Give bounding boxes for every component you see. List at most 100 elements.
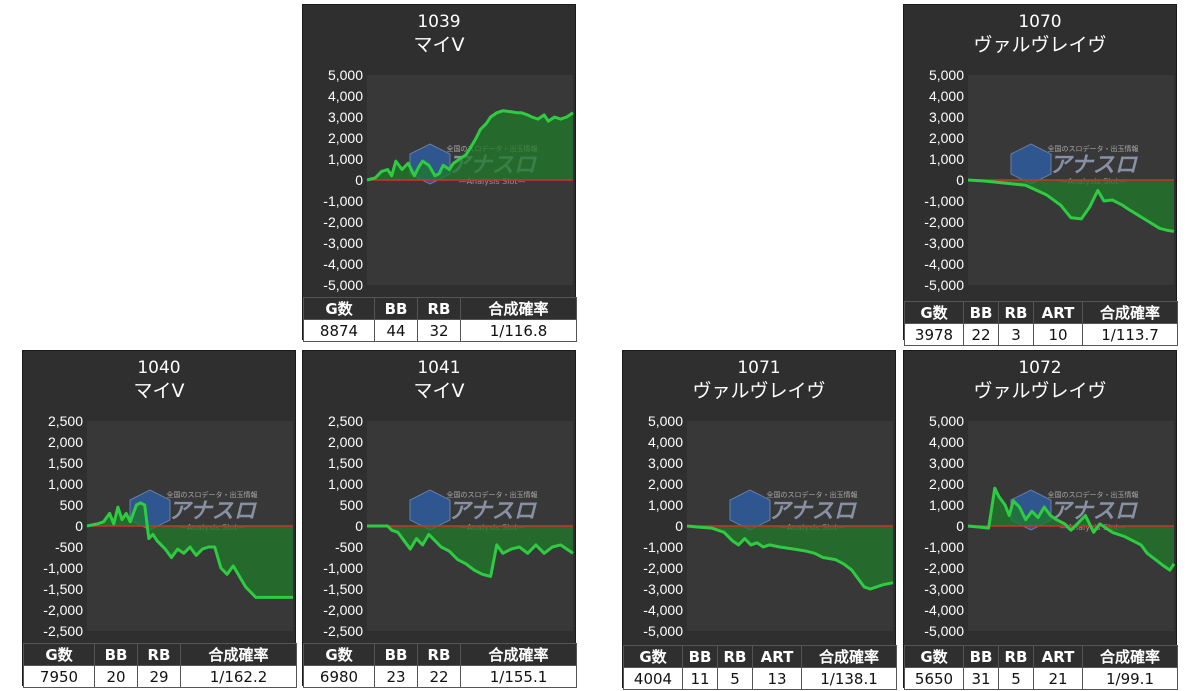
header-games: G数 [623,645,683,668]
y-tick-label: 0 [675,518,683,534]
watermark-text: アナスロ [768,499,858,524]
stats-table: G数 BB RB 合成確率 8874 44 32 1/116.8 [303,297,577,342]
stats-table: G数 BB RB ART 合成確率 3978 22 3 10 1/113.7 [904,301,1178,346]
y-tick-label: -2,000 [643,560,683,576]
value-games: 3978 [904,323,964,346]
y-tick-label: -4,000 [924,602,964,618]
value-bb: 22 [963,323,999,346]
y-tick-label: 5,000 [648,413,683,429]
header-bb: BB [374,297,418,320]
y-tick-label: -3,000 [924,581,964,597]
value-art: 10 [1033,323,1083,346]
value-rb: 3 [998,323,1034,346]
y-tick-label: 3,000 [648,455,683,471]
header-probability: 合成確率 [801,645,897,668]
value-games: 8874 [303,319,375,342]
value-games: 7950 [23,665,95,688]
y-tick-label: 5,000 [929,67,964,83]
machine-name: ヴァルヴレイヴ [973,380,1107,402]
header-games: G数 [23,643,95,666]
value-games: 6980 [303,665,375,688]
value-probability: 1/162.2 [180,665,297,688]
value-bb: 20 [94,665,138,688]
chart-panel-1070: 1070 ヴァルヴレイヴ 5,000 4,000 3,000 2,000 1,000 0 -… [903,4,1178,346]
machine-number: 1041 [417,358,461,378]
payout-line [86,501,293,599]
panel-header: 1071 ヴァルヴレイヴ [623,351,895,403]
value-bb: 11 [682,667,718,690]
y-tick-label: -1,000 [643,539,683,555]
value-probability: 1/113.7 [1082,323,1178,346]
header-games: G数 [904,301,964,324]
machine-name: ヴァルヴレイヴ [973,34,1107,56]
value-bb: 31 [963,667,999,690]
value-rb: 29 [137,665,181,688]
panel-header: 1039 マイV [303,5,575,57]
y-tick-label: -2,500 [323,623,363,639]
header-bb: BB [963,645,999,668]
y-tick-label: -3,000 [924,235,964,251]
y-tick-label: 4,000 [929,88,964,104]
y-tick-label: -5,000 [323,277,363,293]
y-tick-label: 2,500 [328,413,363,429]
header-probability: 合成確率 [460,643,577,666]
machine-name: マイV [133,380,185,402]
header-probability: 合成確率 [1082,645,1178,668]
y-tick-label: 0 [956,518,964,534]
y-tick-label: -2,000 [323,214,363,230]
machine-name: マイV [413,380,465,402]
y-tick-label: 5,000 [929,413,964,429]
payout-area [968,180,1174,232]
header-art: ART [1033,645,1083,668]
y-tick-label: 2,000 [328,434,363,450]
y-tick-label: -4,000 [643,602,683,618]
header-rb: RB [417,297,461,320]
machine-number: 1070 [1018,12,1062,32]
y-tick-label: -4,000 [323,256,363,272]
value-rb: 22 [417,665,461,688]
payout-chart: 5,000 4,000 3,000 2,000 1,000 0 -1,000 -2,000 -3… [904,67,1178,293]
y-tick-label: -3,000 [643,581,683,597]
y-tick-label: -2,000 [323,602,363,618]
chart-panel-1041: 1041 マイV 2,500 2,000 1,500 1,000 500 0 -500 -1,… [302,350,577,688]
header-games: G数 [904,645,964,668]
watermark-text: アナスロ [1049,499,1139,524]
y-tick-label: -1,500 [323,581,363,597]
machine-name: ヴァルヴレイヴ [692,380,826,402]
value-probability: 1/99.1 [1082,667,1178,690]
logo-hex-icon [729,489,771,531]
value-probability: 1/138.1 [801,667,897,690]
header-art: ART [752,645,802,668]
y-tick-label: 1,500 [48,455,83,471]
y-tick-label: 0 [75,518,83,534]
value-games: 5650 [904,667,964,690]
stats-table: G数 BB RB ART 合成確率 5650 31 5 21 1/99.1 [904,645,1178,690]
panel-header: 1072 ヴァルヴレイヴ [904,351,1176,403]
value-games: 4004 [623,667,683,690]
y-tick-label: -3,000 [323,235,363,251]
header-bb: BB [963,301,999,324]
value-rb: 32 [417,319,461,342]
y-tick-label: -500 [335,539,363,555]
y-tick-label: -1,000 [323,560,363,576]
header-rb: RB [998,301,1034,324]
y-tick-label: -2,000 [924,560,964,576]
y-tick-label: 500 [60,497,84,513]
value-art: 13 [752,667,802,690]
y-tick-label: 2,000 [48,434,83,450]
value-probability: 1/155.1 [460,665,577,688]
payout-line [967,178,1175,233]
value-bb: 44 [374,319,418,342]
payout-chart: 5,000 4,000 3,000 2,000 1,000 0 -1,000 -2,000 -3… [904,413,1178,639]
machine-name: マイV [413,34,465,56]
y-tick-label: 0 [956,172,964,188]
y-tick-label: 3,000 [328,109,363,125]
y-tick-label: -4,000 [924,256,964,272]
watermark-top-text: 全国のスロデータ・出玉情報 [167,490,258,499]
header-rb: RB [717,645,753,668]
y-tick-label: -1,500 [43,581,83,597]
panel-header: 1040 マイV [23,351,295,403]
watermark-top-text: 全国のスロデータ・出玉情報 [767,490,858,499]
watermark-top-text: 全国のスロデータ・出玉情報 [1048,144,1139,153]
y-tick-label: 1,000 [328,476,363,492]
